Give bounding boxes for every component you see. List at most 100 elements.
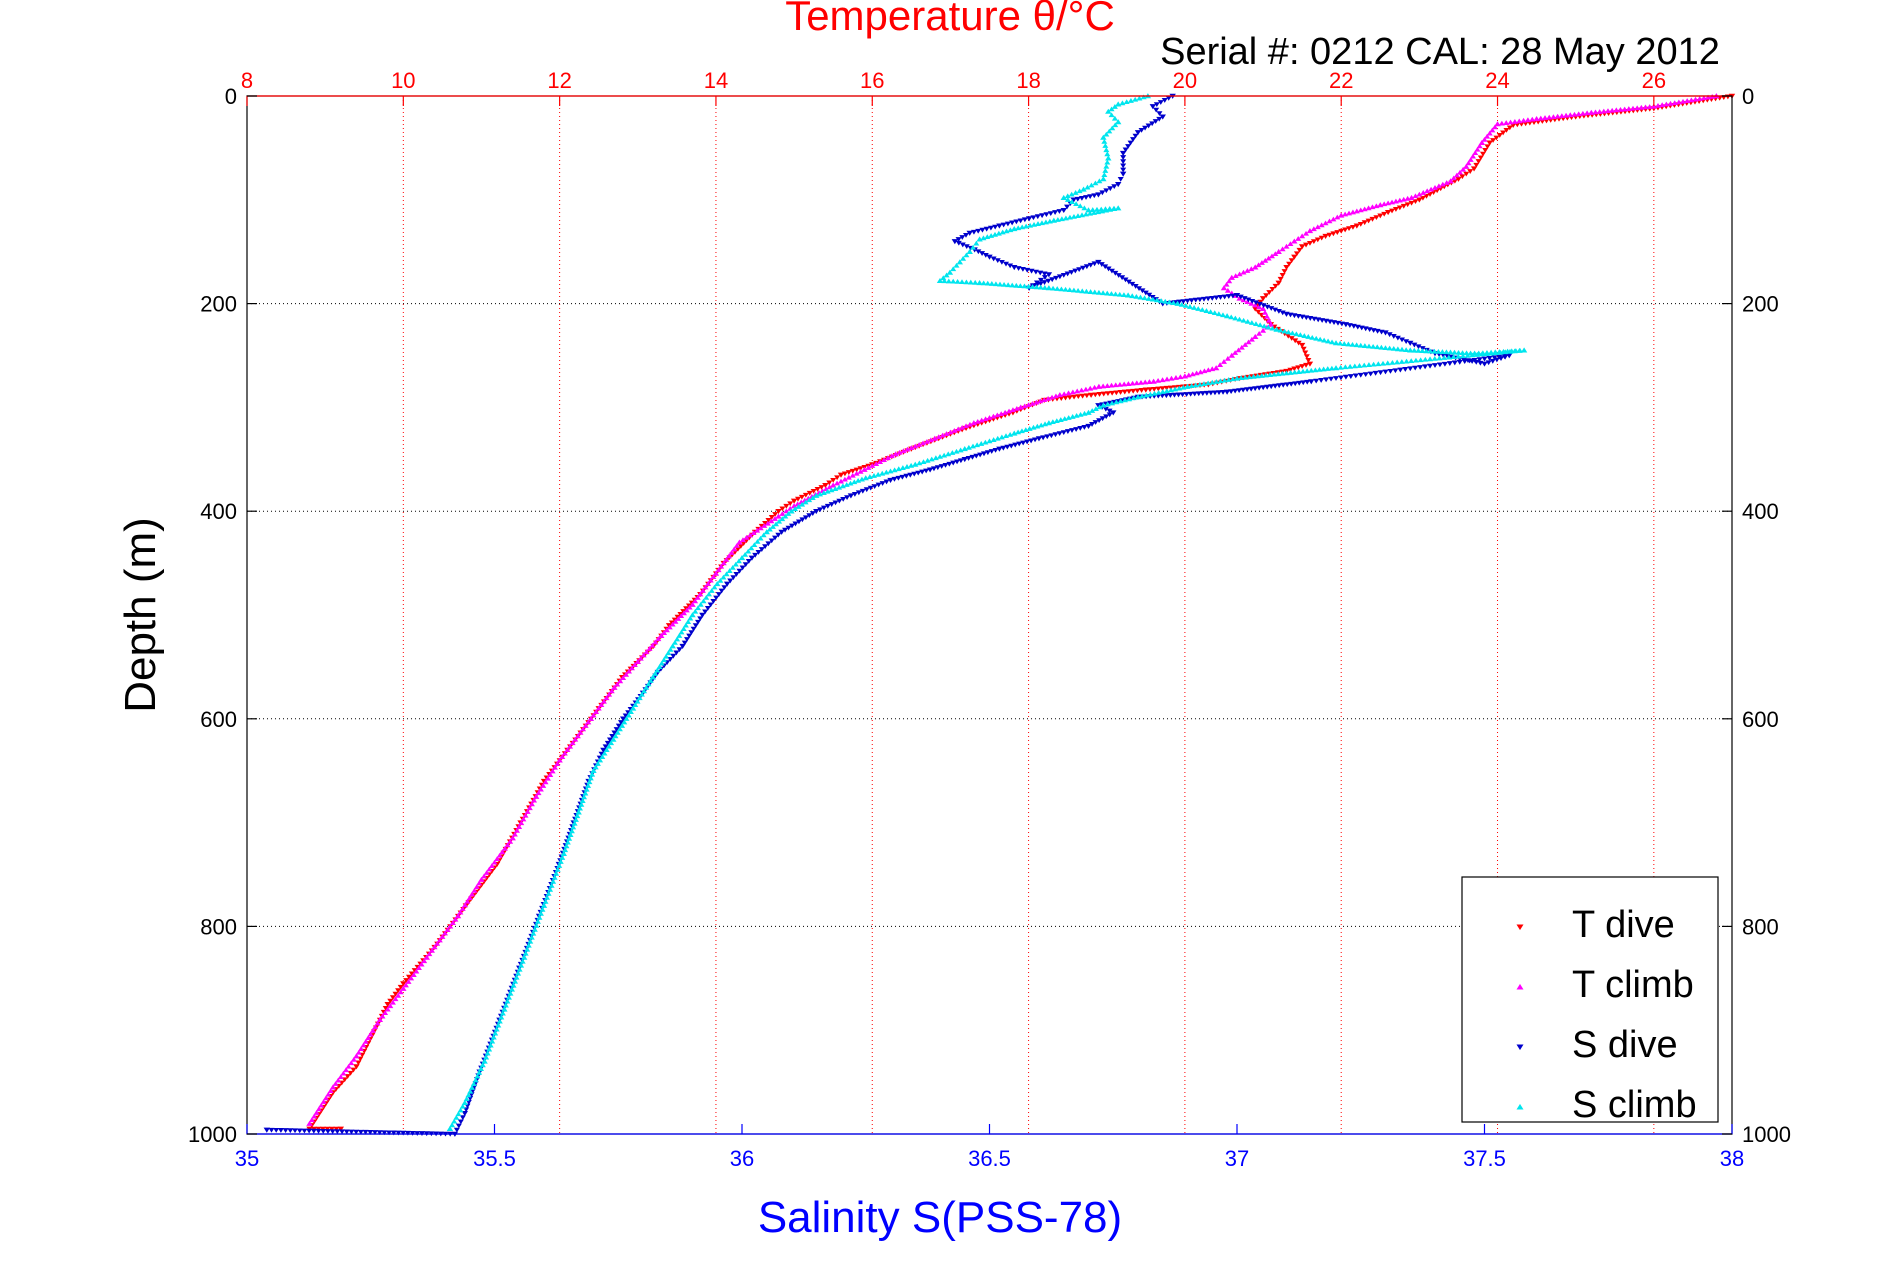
data-point [1060, 272, 1067, 278]
data-point [707, 577, 714, 583]
data-point [772, 512, 779, 517]
data-point [1205, 380, 1212, 386]
data-point [705, 581, 712, 586]
data-point [1153, 102, 1160, 108]
data-point [961, 457, 968, 463]
data-point [745, 559, 752, 564]
data-point [895, 466, 902, 472]
data-point [1003, 433, 1009, 439]
data-point [540, 783, 547, 788]
data-point [1053, 418, 1060, 423]
data-point [595, 705, 602, 711]
data-point [1370, 361, 1377, 367]
data-point [1537, 115, 1544, 121]
data-point [663, 627, 670, 633]
data-point [1306, 228, 1314, 234]
data-point [674, 614, 681, 620]
data-point [1049, 419, 1056, 425]
data-point [1139, 393, 1146, 399]
data-point [1105, 155, 1112, 161]
data-point [518, 820, 525, 826]
data-point [1233, 293, 1241, 299]
data-point [1470, 166, 1478, 172]
data-point [966, 230, 973, 236]
data-point [474, 1073, 481, 1079]
data-point [535, 790, 542, 796]
data-point [1332, 340, 1340, 346]
data-point [1337, 364, 1344, 370]
data-point [1187, 391, 1194, 397]
data-point [1104, 151, 1111, 157]
data-point [959, 235, 966, 240]
data-point [371, 1130, 378, 1135]
data-point [733, 543, 740, 548]
data-point [1068, 270, 1075, 275]
data-point [1412, 365, 1419, 371]
data-point [1384, 210, 1392, 216]
data-point [1191, 305, 1198, 310]
data-point [1286, 261, 1293, 267]
data-point [1453, 172, 1460, 178]
data-point [1153, 107, 1160, 113]
temperature-tick-label: 22 [1329, 68, 1353, 93]
data-point [1065, 415, 1072, 420]
data-point [1134, 130, 1142, 136]
data-point [736, 539, 743, 545]
data-point [355, 1049, 362, 1055]
data-point [1441, 361, 1448, 367]
data-point [1201, 296, 1207, 302]
data-point [1257, 322, 1264, 328]
data-point [1378, 344, 1385, 350]
data-point [1361, 220, 1368, 226]
data-point [1457, 169, 1464, 175]
data-point [916, 460, 923, 466]
data-point [912, 443, 919, 449]
temperature-tick-label: 8 [241, 68, 253, 93]
data-point [1478, 139, 1486, 145]
data-point [974, 442, 981, 448]
data-point [1045, 272, 1053, 278]
data-point [1272, 283, 1279, 289]
data-point [795, 519, 802, 525]
data-point [1305, 357, 1312, 363]
data-point [699, 612, 706, 618]
data-point [1217, 378, 1224, 384]
data-point [1099, 190, 1106, 196]
data-point [449, 920, 456, 926]
data-point [1258, 260, 1265, 265]
data-point [1466, 358, 1473, 364]
data-point [1279, 246, 1286, 252]
data-point [949, 450, 956, 455]
data-point [446, 1125, 454, 1132]
data-point [586, 779, 593, 785]
data-point [1386, 332, 1393, 338]
data-point [1076, 188, 1083, 194]
data-point [527, 938, 534, 944]
data-point [1129, 293, 1136, 299]
data-point [1252, 306, 1259, 312]
data-point [409, 1130, 416, 1136]
data-point [374, 1020, 381, 1026]
data-point [1503, 120, 1510, 125]
data-point [1133, 293, 1140, 299]
data-point [1265, 317, 1272, 323]
data-point [501, 1006, 508, 1012]
data-point [1571, 111, 1578, 117]
data-point [688, 630, 695, 635]
data-point [1095, 289, 1102, 295]
data-point [826, 480, 833, 486]
data-point [577, 729, 584, 735]
data-point [1236, 295, 1243, 301]
data-point [1277, 276, 1284, 282]
data-point [1103, 163, 1110, 169]
data-point [561, 750, 568, 756]
data-point [1575, 111, 1582, 117]
data-point [710, 574, 717, 580]
data-point [501, 845, 508, 851]
legend-box [1461, 876, 1719, 1123]
data-point [1271, 371, 1278, 377]
data-point [896, 449, 903, 455]
data-point [1141, 295, 1148, 301]
data-point [1132, 96, 1139, 102]
data-point [311, 1113, 318, 1119]
